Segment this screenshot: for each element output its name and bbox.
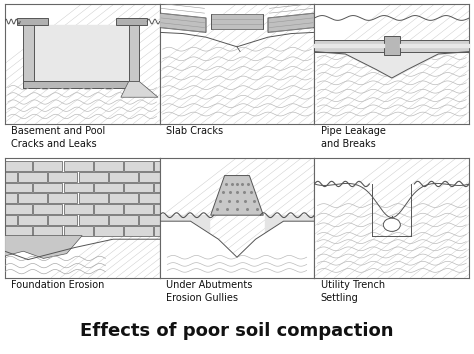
Bar xyxy=(94,204,123,214)
Text: Under Abutments
Erosion Gullies: Under Abutments Erosion Gullies xyxy=(166,280,252,303)
Bar xyxy=(109,172,138,182)
Bar xyxy=(124,183,153,192)
Bar xyxy=(79,193,108,203)
Bar xyxy=(64,183,92,192)
Bar xyxy=(154,183,160,192)
Bar xyxy=(314,40,469,52)
Bar xyxy=(384,36,400,55)
Bar xyxy=(139,193,160,203)
Bar xyxy=(94,161,123,171)
Polygon shape xyxy=(268,13,314,32)
Polygon shape xyxy=(121,82,158,97)
Text: Effects of poor soil compaction: Effects of poor soil compaction xyxy=(80,322,394,339)
Bar xyxy=(109,215,138,225)
Bar xyxy=(48,172,77,182)
Bar xyxy=(139,215,160,225)
Polygon shape xyxy=(160,13,206,32)
Bar xyxy=(18,172,47,182)
Bar xyxy=(124,204,153,214)
Bar xyxy=(33,226,63,236)
Bar xyxy=(79,215,108,225)
Bar xyxy=(33,204,63,214)
Bar xyxy=(154,161,160,171)
Bar xyxy=(5,215,17,225)
Text: Pipe Leakage
and Breaks: Pipe Leakage and Breaks xyxy=(320,126,385,149)
Bar xyxy=(154,204,160,214)
Circle shape xyxy=(383,218,401,232)
Polygon shape xyxy=(210,176,264,215)
Bar xyxy=(5,204,32,214)
Bar xyxy=(64,226,92,236)
Text: Utility Trench
Settling: Utility Trench Settling xyxy=(320,280,385,303)
Bar xyxy=(94,183,123,192)
Bar xyxy=(124,161,153,171)
Bar xyxy=(154,226,160,236)
Bar xyxy=(5,172,17,182)
Bar xyxy=(5,226,32,236)
Text: Basement and Pool
Cracks and Leaks: Basement and Pool Cracks and Leaks xyxy=(11,126,105,149)
Bar xyxy=(109,193,138,203)
Bar xyxy=(210,15,264,29)
Text: Slab Cracks: Slab Cracks xyxy=(166,126,223,136)
Bar xyxy=(33,183,63,192)
Polygon shape xyxy=(5,236,82,258)
Bar xyxy=(64,161,92,171)
Bar xyxy=(116,18,147,25)
Bar xyxy=(33,161,63,171)
Bar xyxy=(124,226,153,236)
Bar xyxy=(128,25,139,82)
Bar xyxy=(17,18,48,25)
Text: Foundation Erosion: Foundation Erosion xyxy=(11,280,104,290)
Bar xyxy=(18,215,47,225)
Bar xyxy=(18,193,47,203)
Bar xyxy=(23,25,34,88)
Bar xyxy=(139,172,160,182)
Bar xyxy=(5,193,17,203)
Bar xyxy=(79,172,108,182)
Bar xyxy=(48,215,77,225)
Bar xyxy=(48,193,77,203)
Bar xyxy=(64,204,92,214)
Bar xyxy=(23,81,139,88)
Bar xyxy=(94,226,123,236)
Bar xyxy=(5,183,32,192)
Bar xyxy=(5,161,32,171)
